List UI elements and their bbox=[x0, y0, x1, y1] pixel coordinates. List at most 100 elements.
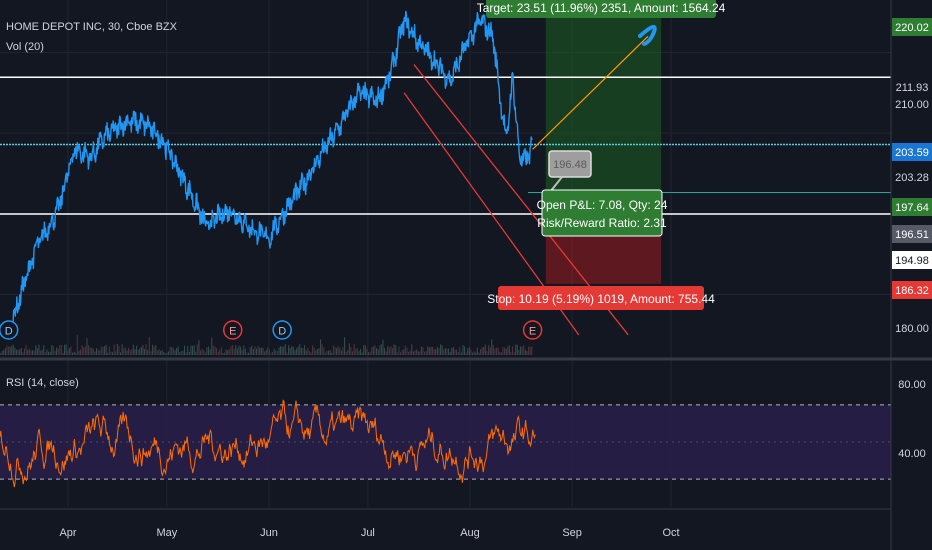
volume-bar bbox=[76, 334, 78, 355]
volume-bar bbox=[500, 352, 502, 355]
volume-bar bbox=[172, 347, 174, 355]
rsi-legend[interactable]: RSI (14, close) bbox=[6, 377, 79, 389]
svg-text:211.93: 211.93 bbox=[896, 82, 929, 94]
target-label: Target: 23.51 (11.96%) 2351, Amount: 156… bbox=[477, 0, 726, 18]
volume-bar bbox=[46, 349, 48, 355]
volume-bar bbox=[25, 344, 27, 355]
price-tick-197-64: 197.64 bbox=[892, 198, 932, 216]
volume-bar bbox=[148, 336, 150, 355]
price-axis[interactable]: 220.02 211.93 210.00 203.59 203.28 197.64 196.… bbox=[890, 0, 932, 550]
volume-bar bbox=[265, 349, 267, 355]
volume-bar bbox=[120, 352, 122, 355]
volume-bar bbox=[372, 346, 374, 355]
volume-bar bbox=[59, 345, 61, 355]
volume-bar bbox=[310, 352, 312, 355]
volume-bar bbox=[233, 348, 235, 355]
volume-bar bbox=[4, 348, 6, 355]
volume-bar bbox=[211, 337, 213, 355]
target-label-text: Target: 23.51 (11.96%) 2351, Amount: 156… bbox=[477, 1, 726, 15]
volume-bar bbox=[225, 349, 227, 355]
volume-bar bbox=[262, 347, 264, 355]
volume-bar bbox=[131, 349, 133, 355]
volume-bar bbox=[150, 350, 152, 355]
volume-bar bbox=[190, 345, 192, 355]
volume-bar bbox=[67, 350, 69, 355]
volume-bar bbox=[268, 349, 270, 355]
event-label-0: D bbox=[5, 326, 13, 338]
volume-bar bbox=[384, 347, 386, 355]
volume-bar bbox=[152, 344, 154, 355]
volume-bar bbox=[294, 350, 296, 355]
volume-bar bbox=[171, 347, 173, 355]
volume-bar bbox=[529, 346, 531, 355]
volume-bar bbox=[267, 347, 269, 355]
volume-bar bbox=[81, 345, 83, 355]
rr-label-text: Risk/Reward Ratio: 2.31 bbox=[537, 216, 667, 230]
volume-bar bbox=[123, 348, 125, 355]
volume-bar bbox=[320, 339, 322, 355]
volume-bar bbox=[401, 350, 403, 355]
volume-bar bbox=[516, 344, 518, 355]
volume-bar bbox=[217, 351, 219, 355]
long-position-tool[interactable]: Target: 23.51 (11.96%) 2351, Amount: 156… bbox=[477, 0, 726, 310]
volume-bar bbox=[478, 352, 480, 355]
volume-bar bbox=[345, 351, 347, 355]
volume-bar bbox=[273, 348, 275, 355]
time-axis[interactable]: Apr May Jun Jul Aug Sep Oct bbox=[0, 508, 891, 539]
volume-bar bbox=[316, 349, 318, 355]
volume-bar bbox=[206, 347, 208, 355]
volume-bar bbox=[27, 349, 29, 355]
volume-bar bbox=[489, 347, 491, 355]
rsi-axis[interactable]: 80.00 40.00 bbox=[898, 379, 926, 460]
volume-bar bbox=[392, 348, 394, 355]
volume-bar bbox=[507, 346, 509, 355]
volume-bar bbox=[326, 350, 328, 355]
volume-bar bbox=[88, 345, 90, 355]
volume-bar bbox=[92, 348, 94, 355]
volume-bar bbox=[118, 346, 120, 355]
volume-bar bbox=[196, 344, 198, 355]
volume-bar bbox=[348, 343, 350, 355]
event-earnings-1: E bbox=[223, 320, 243, 340]
volume-bar bbox=[179, 352, 181, 355]
volume-bar bbox=[438, 348, 440, 355]
volume-bar bbox=[456, 349, 458, 355]
volume-bar bbox=[275, 350, 277, 355]
volume-bar bbox=[72, 352, 74, 355]
volume-bar bbox=[334, 346, 336, 355]
volume-bar bbox=[70, 346, 72, 355]
hook-arrow-icon bbox=[638, 24, 657, 46]
volume-bar bbox=[408, 351, 410, 355]
volume-legend[interactable]: Vol (20) bbox=[6, 41, 44, 53]
volume-bar bbox=[480, 349, 482, 355]
volume-bar bbox=[12, 344, 14, 355]
volume-bar bbox=[531, 346, 533, 355]
volume-bar bbox=[36, 348, 38, 355]
volume-bar bbox=[449, 352, 451, 355]
volume-bar bbox=[99, 350, 101, 355]
volume-bar bbox=[315, 350, 317, 355]
volume-bar bbox=[443, 349, 445, 355]
volume-bar bbox=[14, 347, 16, 355]
volume-bar bbox=[100, 346, 102, 355]
volume-bar bbox=[451, 347, 453, 355]
volume-bar bbox=[108, 346, 110, 355]
rsi-series bbox=[0, 399, 536, 488]
volume-bar bbox=[398, 346, 400, 355]
volume-bar bbox=[57, 348, 59, 355]
volume-bar bbox=[6, 345, 8, 355]
position-zones bbox=[545, 11, 662, 284]
volume-bar bbox=[380, 344, 382, 355]
event-label-2: D bbox=[278, 326, 286, 338]
symbol-legend[interactable]: HOME DEPOT INC, 30, Cboe BZX bbox=[6, 21, 177, 33]
volume-bar bbox=[200, 350, 202, 355]
price-tick-196-51: 196.51 bbox=[892, 225, 932, 243]
volume-bar bbox=[248, 352, 250, 355]
volume-bar bbox=[32, 350, 34, 355]
volume-bar bbox=[332, 345, 334, 355]
price-line bbox=[11, 10, 533, 337]
volume-bar bbox=[251, 345, 253, 355]
volume-bars bbox=[0, 334, 533, 355]
